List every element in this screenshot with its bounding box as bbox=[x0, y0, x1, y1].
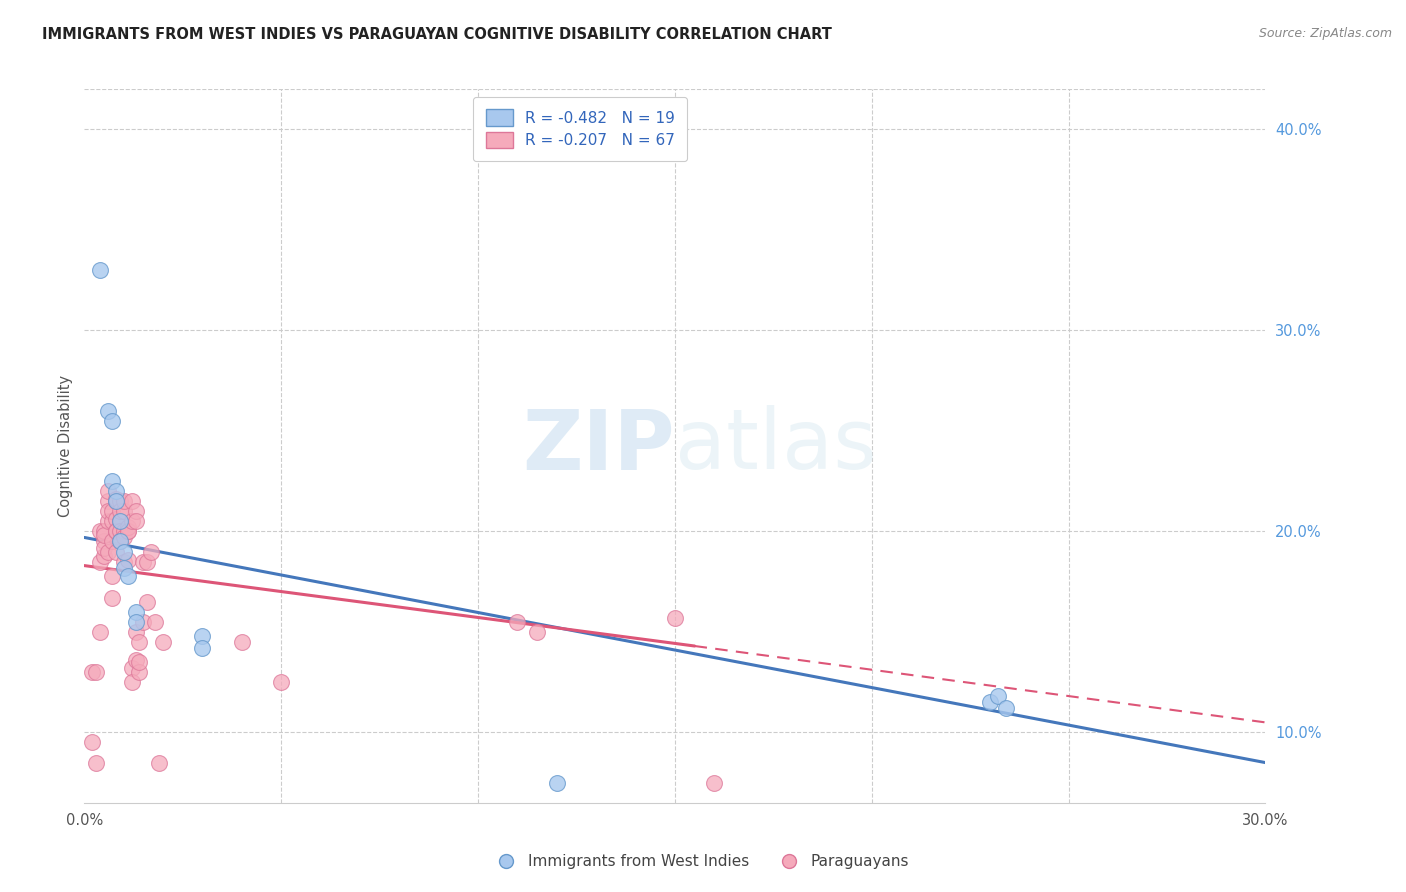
Point bbox=[136, 595, 159, 609]
Point bbox=[994, 701, 1017, 715]
Point bbox=[112, 544, 135, 558]
Point bbox=[89, 624, 111, 639]
Point bbox=[148, 756, 170, 770]
Point bbox=[104, 484, 127, 499]
Point bbox=[104, 524, 127, 539]
Point bbox=[101, 534, 124, 549]
Point bbox=[112, 531, 135, 545]
Point bbox=[89, 555, 111, 569]
Point bbox=[108, 534, 131, 549]
Point bbox=[121, 494, 143, 508]
Text: atlas: atlas bbox=[675, 406, 876, 486]
Point bbox=[104, 544, 127, 558]
Point bbox=[101, 414, 124, 428]
Point bbox=[112, 555, 135, 569]
Point bbox=[101, 474, 124, 488]
Point bbox=[128, 655, 150, 669]
Point bbox=[132, 615, 155, 629]
Point bbox=[108, 534, 131, 549]
Point bbox=[93, 524, 115, 539]
Point bbox=[112, 494, 135, 508]
Point bbox=[703, 775, 725, 789]
Point bbox=[104, 494, 127, 508]
Point bbox=[104, 524, 127, 539]
Point bbox=[152, 635, 174, 649]
Point bbox=[136, 555, 159, 569]
Point bbox=[664, 611, 686, 625]
Point bbox=[117, 524, 139, 539]
Point bbox=[117, 520, 139, 534]
Point bbox=[987, 690, 1010, 704]
Point bbox=[97, 544, 120, 558]
Point bbox=[108, 494, 131, 508]
Point bbox=[128, 635, 150, 649]
Point bbox=[506, 615, 529, 629]
Point bbox=[124, 653, 146, 667]
Point bbox=[93, 541, 115, 555]
Point bbox=[89, 263, 111, 277]
Point bbox=[124, 605, 146, 619]
Point bbox=[108, 515, 131, 529]
Point bbox=[121, 675, 143, 690]
Point bbox=[526, 624, 548, 639]
Point bbox=[84, 756, 107, 770]
Point bbox=[117, 568, 139, 582]
Point bbox=[84, 665, 107, 680]
Point bbox=[124, 615, 146, 629]
Point bbox=[108, 504, 131, 518]
Point bbox=[101, 515, 124, 529]
Point bbox=[121, 661, 143, 675]
Point bbox=[104, 494, 127, 508]
Point bbox=[112, 504, 135, 518]
Point bbox=[82, 735, 104, 749]
Point bbox=[89, 524, 111, 539]
Legend: Immigrants from West Indies, Paraguayans: Immigrants from West Indies, Paraguayans bbox=[491, 848, 915, 875]
Point bbox=[124, 624, 146, 639]
Point bbox=[143, 615, 166, 629]
Point bbox=[128, 665, 150, 680]
Legend: R = -0.482   N = 19, R = -0.207   N = 67: R = -0.482 N = 19, R = -0.207 N = 67 bbox=[474, 97, 688, 161]
Text: Source: ZipAtlas.com: Source: ZipAtlas.com bbox=[1258, 27, 1392, 40]
Point bbox=[117, 524, 139, 539]
Point bbox=[117, 552, 139, 566]
Point bbox=[97, 404, 120, 418]
Point bbox=[132, 555, 155, 569]
Point bbox=[231, 635, 253, 649]
Point bbox=[191, 640, 214, 655]
Point bbox=[93, 534, 115, 549]
Point bbox=[104, 492, 127, 507]
Point bbox=[124, 504, 146, 518]
Point bbox=[93, 549, 115, 563]
Point bbox=[101, 591, 124, 605]
Point bbox=[191, 629, 214, 643]
Point bbox=[979, 695, 1001, 709]
Point bbox=[112, 524, 135, 539]
Point bbox=[270, 675, 292, 690]
Point bbox=[93, 528, 115, 542]
Text: IMMIGRANTS FROM WEST INDIES VS PARAGUAYAN COGNITIVE DISABILITY CORRELATION CHART: IMMIGRANTS FROM WEST INDIES VS PARAGUAYA… bbox=[42, 27, 832, 42]
Point bbox=[97, 494, 120, 508]
Point bbox=[108, 524, 131, 539]
Point bbox=[97, 484, 120, 499]
Point bbox=[112, 560, 135, 574]
Point bbox=[121, 515, 143, 529]
Point bbox=[82, 665, 104, 680]
Point bbox=[97, 504, 120, 518]
Point bbox=[104, 512, 127, 526]
Text: ZIP: ZIP bbox=[523, 406, 675, 486]
Y-axis label: Cognitive Disability: Cognitive Disability bbox=[58, 375, 73, 517]
Point bbox=[101, 504, 124, 518]
Point bbox=[546, 775, 568, 789]
Point bbox=[108, 515, 131, 529]
Point bbox=[141, 544, 163, 558]
Point bbox=[101, 568, 124, 582]
Point bbox=[124, 515, 146, 529]
Point bbox=[97, 515, 120, 529]
